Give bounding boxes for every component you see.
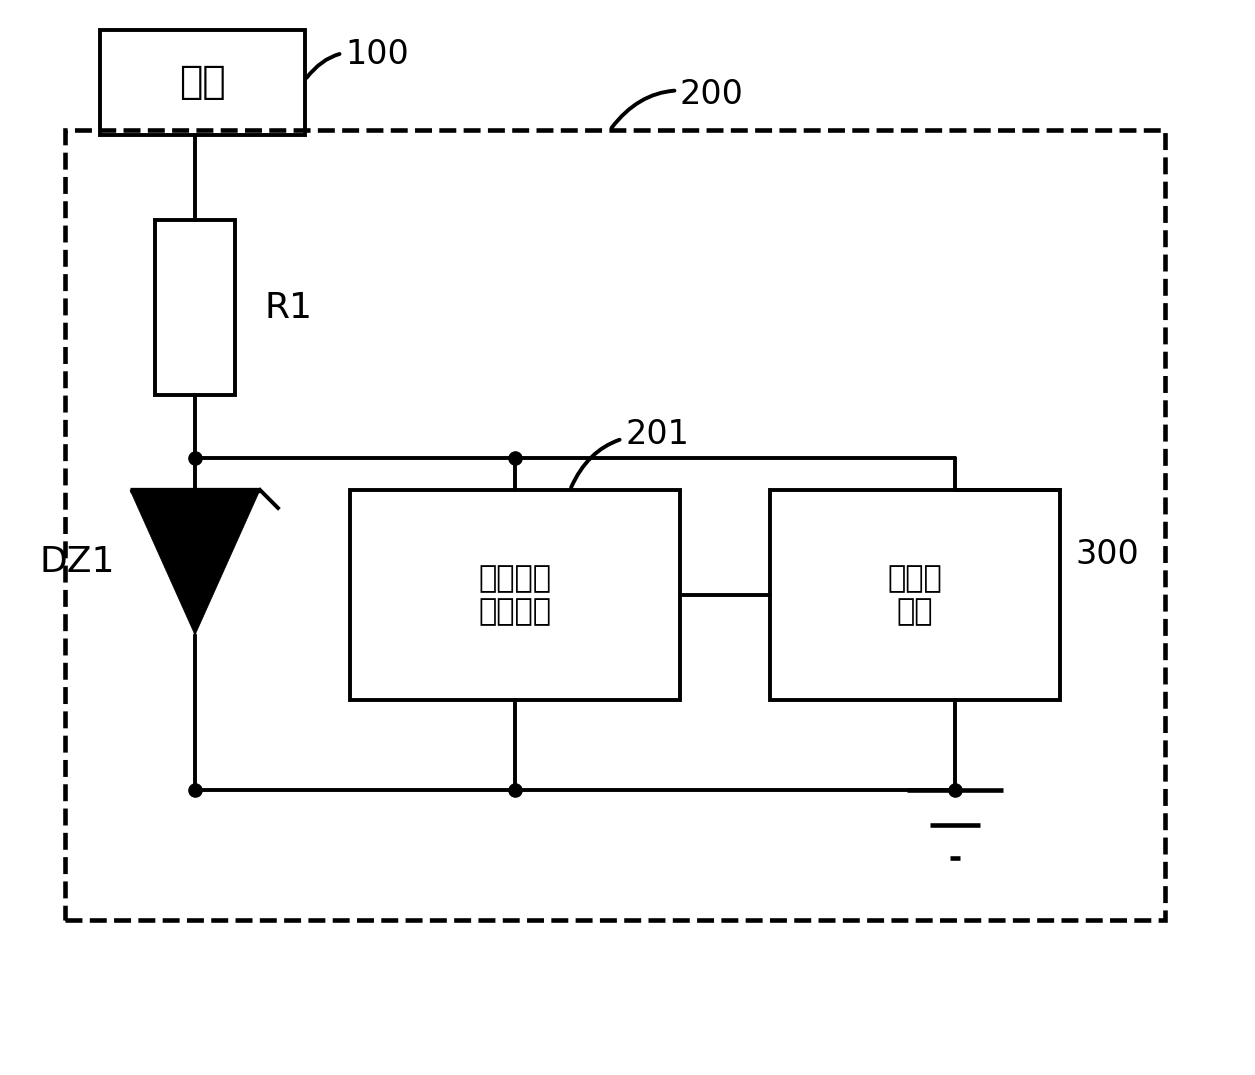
Point: [945, 782, 965, 799]
Bar: [771, 490, 1060, 700]
Text: 201: 201: [571, 418, 689, 487]
Text: 100: 100: [306, 39, 409, 77]
Point: [184, 782, 205, 799]
Bar: [100, 30, 305, 135]
Text: 控制电压
调节模块: 控制电压 调节模块: [478, 563, 551, 627]
Bar: [350, 490, 680, 700]
Text: 压控振
荡器: 压控振 荡器: [887, 563, 943, 627]
Text: 200: 200: [611, 78, 744, 128]
Text: DZ1: DZ1: [39, 545, 115, 579]
Text: R1: R1: [265, 290, 312, 325]
Bar: [156, 220, 235, 395]
Polygon shape: [131, 490, 260, 635]
Text: 电源: 电源: [179, 63, 226, 101]
Point: [505, 782, 525, 799]
Text: 300: 300: [1076, 539, 1138, 572]
Point: [505, 449, 525, 467]
Point: [184, 449, 205, 467]
Bar: [65, 130, 1165, 920]
